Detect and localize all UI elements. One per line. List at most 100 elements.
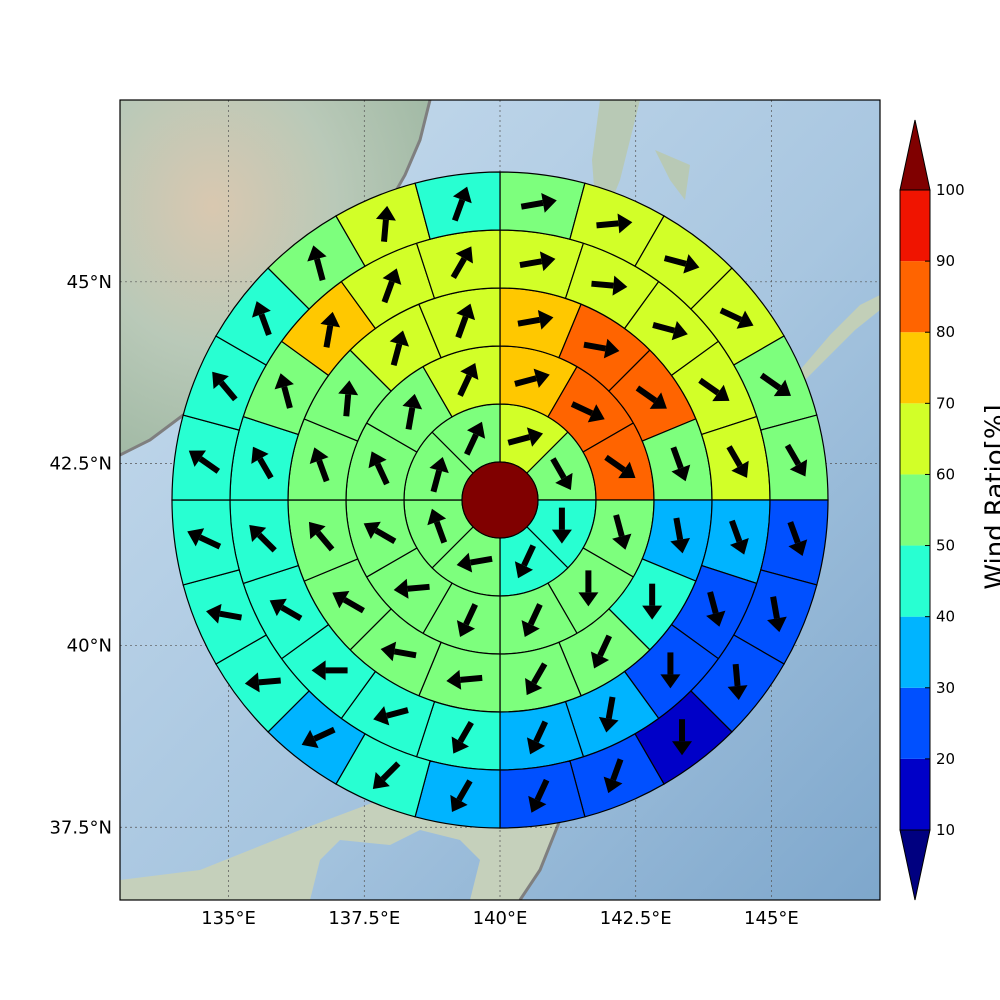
wind-arrow bbox=[456, 552, 493, 573]
wind-arrow-shaft bbox=[673, 517, 684, 541]
wind-arrow-head bbox=[670, 537, 691, 554]
wind-arrow-head bbox=[598, 716, 619, 733]
wind-arrow-head bbox=[788, 539, 808, 556]
wind-arrow-head bbox=[578, 592, 599, 607]
wind-arrow bbox=[719, 307, 754, 329]
wind-arrow-shaft bbox=[507, 434, 531, 446]
wind-arrow-shaft bbox=[257, 532, 277, 553]
wind-arrow bbox=[514, 368, 550, 388]
wind-arrow bbox=[672, 719, 693, 756]
wind-arrow bbox=[363, 521, 397, 544]
wind-arrow bbox=[514, 544, 536, 579]
sakhalin-tip bbox=[655, 150, 690, 200]
wind-arrow-shaft bbox=[464, 433, 479, 456]
colorbar-segment bbox=[900, 758, 930, 830]
wind-arrow-shaft bbox=[719, 307, 743, 323]
wind-arrow-head bbox=[372, 771, 390, 789]
wind-arrow-head bbox=[521, 620, 540, 638]
latitude-tick-label: 37.5°N bbox=[49, 817, 112, 838]
colorbar-tick-label: 20 bbox=[936, 750, 955, 768]
wind-arrow bbox=[402, 393, 423, 430]
wind-arrow bbox=[464, 421, 486, 456]
wind-arrow-head bbox=[528, 795, 547, 813]
wind-arrow-head bbox=[375, 205, 396, 221]
wind-arrow-head bbox=[446, 669, 462, 690]
wind-arrow-head bbox=[380, 641, 397, 662]
wind-arrow bbox=[598, 696, 619, 733]
wind-arrow bbox=[244, 672, 281, 693]
wind-arrow bbox=[519, 251, 556, 272]
wind-arrow-head bbox=[514, 561, 534, 579]
wind-arrow-head bbox=[251, 446, 269, 464]
wind-arrow-shaft bbox=[519, 258, 543, 269]
wind-arrow bbox=[727, 663, 748, 700]
wind-arrow bbox=[670, 517, 691, 554]
wind-arrow bbox=[251, 446, 274, 480]
wind-arrow-shaft bbox=[433, 520, 448, 544]
wind-arrow bbox=[451, 186, 472, 222]
wind-arrow-head bbox=[672, 741, 693, 756]
wind-arrow-head bbox=[660, 674, 681, 689]
wind-arrow bbox=[596, 213, 633, 234]
wind-arrow bbox=[520, 193, 557, 213]
wind-arrow bbox=[338, 380, 359, 417]
wind-arrow-shaft bbox=[374, 462, 390, 486]
wind-arrow-head bbox=[649, 392, 667, 409]
wind-arrow-head bbox=[525, 677, 543, 696]
wind-ratio-sectors bbox=[171, 171, 829, 829]
wind-arrow-shaft bbox=[527, 603, 543, 626]
colorbar-tick-label: 30 bbox=[936, 679, 955, 697]
wind-arrow-shaft bbox=[605, 696, 616, 720]
colorbar: 10 20 30 40 50 60 70 80 90 100 bbox=[899, 119, 965, 901]
wind-arrow-shaft bbox=[787, 521, 801, 544]
wind-arrow bbox=[252, 301, 272, 336]
wind-arrow-head bbox=[612, 275, 628, 296]
wind-arrow-head bbox=[456, 303, 476, 321]
wind-arrow-head bbox=[456, 552, 473, 573]
latitude-tick-label: 45°N bbox=[67, 272, 112, 293]
wind-arrow-head bbox=[603, 338, 620, 359]
colorbar-tick-label: 80 bbox=[936, 323, 955, 341]
wind-arrow bbox=[698, 377, 730, 402]
wind-arrow-shaft bbox=[405, 407, 416, 430]
wind-arrow bbox=[652, 320, 688, 341]
wind-arrow-head bbox=[429, 456, 449, 474]
wind-arrow bbox=[380, 641, 417, 662]
wind-arrow-head bbox=[389, 330, 410, 347]
sakhalin-landmass bbox=[592, 100, 640, 210]
wind-arrow-head bbox=[455, 246, 473, 264]
colorbar-segment bbox=[900, 474, 930, 546]
wind-arrow-shaft bbox=[670, 446, 684, 470]
wind-arrow bbox=[332, 591, 365, 614]
wind-arrow-shaft bbox=[393, 648, 417, 659]
wind-arrow-head bbox=[187, 528, 205, 547]
wind-arrow-shaft bbox=[770, 596, 780, 619]
wind-arrow bbox=[526, 720, 549, 755]
wind-arrow-shaft bbox=[469, 555, 493, 566]
wind-arrow-head bbox=[590, 651, 610, 669]
wind-arrow-shaft bbox=[517, 316, 541, 327]
wind-arrow-shaft bbox=[219, 610, 243, 621]
wind-arrow bbox=[206, 603, 243, 624]
wind-arrow-shaft bbox=[759, 372, 782, 391]
wind-arrow bbox=[368, 451, 390, 486]
wind-arrow-shaft bbox=[652, 322, 676, 334]
wind-arrow bbox=[446, 669, 483, 690]
wind-arrow-head bbox=[451, 736, 469, 754]
wind-arrow bbox=[311, 660, 348, 681]
wind-arrow-shaft bbox=[258, 677, 281, 686]
center-circle bbox=[461, 461, 539, 539]
wind-arrow-head bbox=[537, 309, 554, 330]
wind-arrow-shaft bbox=[218, 380, 238, 402]
wind-arrow-shaft bbox=[381, 280, 395, 304]
wind-arrow bbox=[759, 372, 791, 397]
wind-arrow-head bbox=[642, 605, 663, 620]
wind-arrow-head bbox=[320, 311, 341, 328]
wind-arrow-head bbox=[274, 373, 294, 390]
wind-arrow-shaft bbox=[456, 779, 473, 802]
colorbar-segment bbox=[900, 687, 930, 759]
wind-arrow-shaft bbox=[380, 761, 401, 782]
wind-arrow-shaft bbox=[610, 758, 624, 782]
wind-arrow-shaft bbox=[520, 199, 544, 210]
